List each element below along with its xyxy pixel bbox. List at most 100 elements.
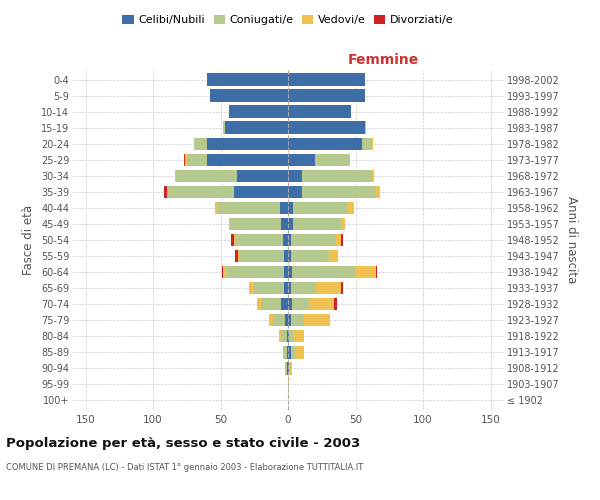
Bar <box>315 154 349 166</box>
Bar <box>288 346 290 358</box>
Bar <box>288 202 293 214</box>
Bar <box>288 170 302 182</box>
Bar <box>290 314 303 326</box>
Bar <box>376 266 377 278</box>
Bar <box>284 282 288 294</box>
Bar <box>234 234 235 246</box>
Bar <box>193 138 207 150</box>
Legend: Celibi/Nubili, Coniugati/e, Vedovi/e, Divorziati/e: Celibi/Nubili, Coniugati/e, Vedovi/e, Di… <box>118 10 458 30</box>
Bar <box>288 378 289 390</box>
Y-axis label: Anni di nascita: Anni di nascita <box>565 196 578 284</box>
Bar <box>224 122 288 134</box>
Bar <box>223 122 224 134</box>
Bar <box>292 266 355 278</box>
Bar <box>288 122 365 134</box>
Bar <box>236 170 288 182</box>
Bar <box>184 154 185 166</box>
Bar <box>229 218 230 230</box>
Bar <box>341 218 345 230</box>
Bar <box>207 74 288 86</box>
Bar <box>280 202 288 214</box>
Bar <box>269 314 273 326</box>
Y-axis label: Fasce di età: Fasce di età <box>22 205 35 275</box>
Bar <box>288 218 293 230</box>
Bar <box>249 282 254 294</box>
Bar <box>187 154 207 166</box>
Bar <box>288 362 289 374</box>
Bar <box>287 362 288 374</box>
Bar <box>376 186 380 198</box>
Bar <box>288 266 292 278</box>
Bar <box>254 282 284 294</box>
Bar <box>218 202 280 214</box>
Bar <box>239 250 284 262</box>
Bar <box>288 234 290 246</box>
Bar <box>229 106 288 118</box>
Bar <box>164 186 166 198</box>
Bar <box>288 154 315 166</box>
Bar <box>329 250 338 262</box>
Bar <box>335 234 341 246</box>
Bar <box>293 330 304 342</box>
Text: Popolazione per età, sesso e stato civile - 2003: Popolazione per età, sesso e stato civil… <box>6 438 360 450</box>
Text: COMUNE DI PREMANA (LC) - Dati ISTAT 1° gennaio 2003 - Elaborazione TUTTITALIA.IT: COMUNE DI PREMANA (LC) - Dati ISTAT 1° g… <box>6 462 363 471</box>
Bar <box>207 154 288 166</box>
Bar <box>310 298 334 310</box>
Bar <box>372 170 374 182</box>
Text: Femmine: Femmine <box>347 52 419 66</box>
Bar <box>288 186 302 198</box>
Bar <box>167 186 234 198</box>
Bar <box>288 74 365 86</box>
Bar <box>302 186 376 198</box>
Bar <box>281 330 287 342</box>
Bar <box>287 346 288 358</box>
Bar <box>185 154 187 166</box>
Bar <box>215 202 218 214</box>
Bar <box>288 250 290 262</box>
Bar <box>289 330 293 342</box>
Bar <box>347 202 354 214</box>
Bar <box>288 138 362 150</box>
Bar <box>293 218 341 230</box>
Bar <box>362 138 372 150</box>
Bar <box>234 186 288 198</box>
Bar <box>273 314 286 326</box>
Bar <box>261 298 281 310</box>
Bar <box>303 314 330 326</box>
Bar <box>207 138 288 150</box>
Bar <box>283 234 288 246</box>
Bar <box>288 314 290 326</box>
Bar <box>293 202 347 214</box>
Bar <box>290 282 316 294</box>
Bar <box>281 298 288 310</box>
Bar <box>288 298 292 310</box>
Bar <box>222 266 223 278</box>
Bar <box>281 218 288 230</box>
Bar <box>175 170 176 182</box>
Bar <box>232 234 234 246</box>
Bar <box>349 154 350 166</box>
Bar <box>295 346 304 358</box>
Bar <box>334 298 337 310</box>
Bar <box>286 314 288 326</box>
Bar <box>292 298 310 310</box>
Bar <box>278 330 281 342</box>
Bar <box>290 234 335 246</box>
Bar <box>288 90 365 102</box>
Bar <box>284 266 288 278</box>
Bar <box>235 250 238 262</box>
Bar <box>316 282 341 294</box>
Bar <box>289 362 292 374</box>
Bar <box>288 106 352 118</box>
Bar <box>341 234 343 246</box>
Bar <box>226 266 284 278</box>
Bar <box>238 250 239 262</box>
Bar <box>230 218 281 230</box>
Bar <box>176 170 236 182</box>
Bar <box>288 282 290 294</box>
Bar <box>223 266 226 278</box>
Bar <box>286 362 287 374</box>
Bar <box>355 266 376 278</box>
Bar <box>283 346 287 358</box>
Bar <box>372 138 373 150</box>
